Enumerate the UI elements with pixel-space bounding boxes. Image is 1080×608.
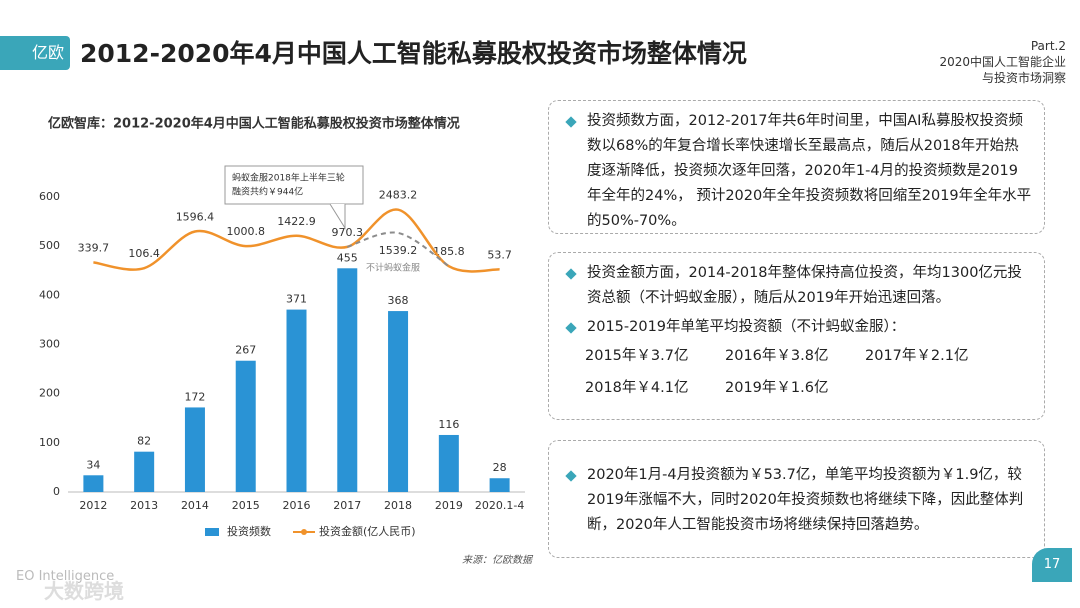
line-label: 185.8 — [433, 245, 465, 258]
line-label: 970.3 — [332, 226, 364, 239]
bar — [438, 434, 459, 492]
slide-title: 2012-2020年4月中国人工智能私募股权投资市场整体情况 — [80, 39, 747, 68]
line-label: 339.7 — [78, 241, 110, 254]
section-line: 与投资市场洞察 — [981, 71, 1066, 85]
callout-text: 蚂蚁金服2018年上半年三轮 — [232, 172, 345, 184]
watermark: 大数跨境 — [44, 579, 124, 603]
bullet: 投资金额方面，2014-2018年整体保持高位投资，年均1300亿元投资总额（不… — [563, 261, 1032, 311]
bullet: 投资频数方面，2012-2017年共6年时间里，中国AI私募股权投资频数以68%… — [563, 109, 1032, 234]
bar-label: 116 — [438, 418, 459, 431]
bar-label: 82 — [137, 435, 151, 448]
panel: 2020年1月-4月投资额为￥53.7亿，单笔平均投资额为￥1.9亿，较2019… — [548, 440, 1045, 558]
average: 2017年￥2.1亿 — [865, 348, 969, 364]
x-tick-label: 2013 — [130, 499, 158, 512]
legend-label: 投资频数 — [227, 524, 271, 538]
y-tick-label: 200 — [39, 387, 60, 400]
chart-title: 亿欧智库：2012-2020年4月中国人工智能私募股权投资市场整体情况 — [48, 116, 460, 132]
bullet: 2015-2019年单笔平均投资额（不计蚂蚁金服）： — [563, 315, 1032, 340]
legend-swatch — [205, 528, 219, 536]
bar — [489, 478, 510, 492]
average: 2015年￥3.7亿 — [585, 348, 689, 364]
bar-label: 368 — [388, 294, 409, 307]
x-tick-label: 2017 — [333, 499, 361, 512]
bar-label: 34 — [86, 458, 100, 471]
line — [93, 208, 500, 273]
x-tick-label: 2012 — [79, 499, 107, 512]
line-label: 1596.4 — [176, 211, 215, 224]
bar-label: 455 — [337, 251, 358, 264]
line-label: 1000.8 — [226, 225, 265, 238]
line-label: 2483.2 — [379, 189, 418, 202]
y-tick-label: 600 — [39, 190, 60, 203]
dashed-line — [346, 231, 450, 268]
dashed-note: 不计蚂蚁金服 — [366, 262, 420, 274]
line-label: 53.7 — [487, 248, 512, 261]
page-number: 17 — [1032, 548, 1072, 582]
bar-label: 371 — [286, 293, 307, 306]
x-tick-label: 2015 — [232, 499, 260, 512]
callout-box — [224, 165, 364, 205]
line-label: 1422.9 — [277, 215, 316, 228]
average-list: 2015年￥3.7亿 2016年￥3.8亿 2017年￥2.1亿 2018年￥4… — [563, 340, 1032, 404]
source: 来源：亿欧数据 — [462, 554, 534, 566]
bar — [134, 451, 155, 492]
callout-pointer — [329, 203, 346, 230]
legend-marker — [301, 529, 307, 535]
y-tick-label: 100 — [39, 436, 60, 449]
line-label: 106.4 — [128, 247, 160, 260]
chart: 亿欧智库：2012-2020年4月中国人工智能私募股权投资市场整体情况 蚂蚁金服… — [39, 116, 534, 567]
bar — [286, 309, 307, 492]
x-tick-label: 2014 — [181, 499, 209, 512]
y-tick-label: 500 — [39, 239, 60, 252]
y-tick-label: 0 — [53, 485, 60, 498]
bar — [337, 268, 358, 492]
average: 2018年￥4.1亿 — [585, 380, 689, 396]
bar — [184, 407, 205, 492]
panel: 投资金额方面，2014-2018年整体保持高位投资，年均1300亿元投资总额（不… — [548, 252, 1045, 420]
part: Part.2 — [1030, 39, 1066, 53]
bar — [388, 311, 409, 492]
x-tick-label: 2018 — [384, 499, 412, 512]
bar-label: 267 — [235, 344, 256, 357]
x-tick-label: 2019 — [435, 499, 463, 512]
section-label: Part.2 2020中国人工智能企业 与投资市场洞察 — [939, 38, 1066, 86]
y-tick-label: 400 — [39, 288, 60, 301]
average: 2016年￥3.8亿 — [725, 348, 829, 364]
average: 2019年￥1.6亿 — [725, 380, 829, 396]
y-tick-label: 300 — [39, 338, 60, 351]
x-tick-label: 2020.1-4 — [475, 499, 524, 512]
legend-label: 投资金额(亿人民币) — [319, 524, 416, 538]
bar-label: 172 — [184, 390, 205, 403]
bar-label: 28 — [493, 461, 507, 474]
bullet: 2020年1月-4月投资额为￥53.7亿，单笔平均投资额为￥1.9亿，较2019… — [563, 463, 1032, 538]
logo: 亿欧 — [0, 36, 70, 70]
panel: 投资频数方面，2012-2017年共6年时间里，中国AI私募股权投资频数以68%… — [548, 100, 1045, 234]
x-tick-label: 2016 — [283, 499, 311, 512]
brand: EO Intelligence — [16, 569, 115, 584]
line-label: 1539.2 — [379, 244, 418, 257]
bar — [83, 475, 104, 492]
callout-text: 融资共约￥944亿 — [232, 186, 303, 198]
section-line: 2020中国人工智能企业 — [939, 55, 1066, 69]
bar — [235, 360, 256, 492]
